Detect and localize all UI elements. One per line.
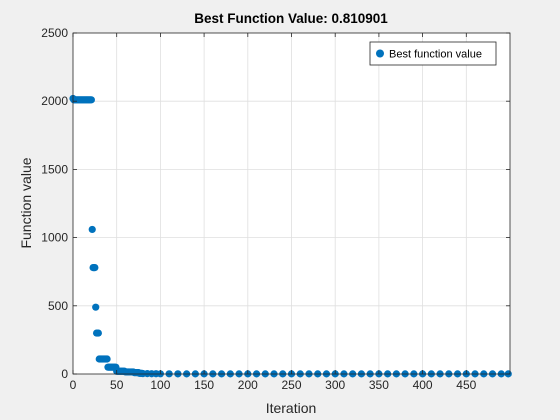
y-tick-label: 2500: [41, 26, 68, 40]
data-point: [103, 355, 111, 363]
x-tick-labels: 0 50 100 150 200 250 300 350 400 450: [70, 378, 477, 392]
x-tick-label: 100: [150, 378, 170, 392]
x-tick-label: 350: [369, 378, 389, 392]
legend-marker: [376, 49, 384, 58]
chart-title: Best Function Value: 0.810901: [194, 11, 388, 26]
data-point: [88, 225, 96, 234]
data-point: [91, 264, 99, 272]
x-tick-label: 400: [413, 378, 433, 392]
y-tick-label: 500: [48, 299, 68, 313]
y-tick-labels: 0 500 1000 1500 2000 2500: [41, 26, 68, 381]
x-tick-label: 50: [110, 378, 124, 392]
y-tick-label: 2000: [41, 94, 68, 108]
x-tick-label: 300: [325, 378, 345, 392]
x-tick-label: 150: [194, 378, 214, 392]
data-point: [92, 303, 100, 311]
y-tick-label: 1000: [41, 231, 68, 245]
x-tick-label: 0: [70, 378, 77, 392]
legend-entry-label: Best function value: [389, 49, 482, 61]
x-tick-label: 250: [281, 378, 301, 392]
y-tick-label: 0: [61, 367, 68, 381]
x-tick-label: 450: [456, 378, 476, 392]
grid: [73, 33, 510, 374]
x-tick-label: 200: [238, 378, 258, 392]
y-tick-label: 1500: [41, 162, 68, 176]
legend-box: [369, 41, 497, 66]
data-point: [94, 329, 102, 337]
x-axis-label: Iteration: [266, 400, 317, 416]
y-axis-label: Function value: [18, 157, 34, 248]
data-point: [87, 96, 95, 104]
tick-marks: [72, 32, 510, 375]
legend[interactable]: Best function value: [369, 41, 497, 66]
